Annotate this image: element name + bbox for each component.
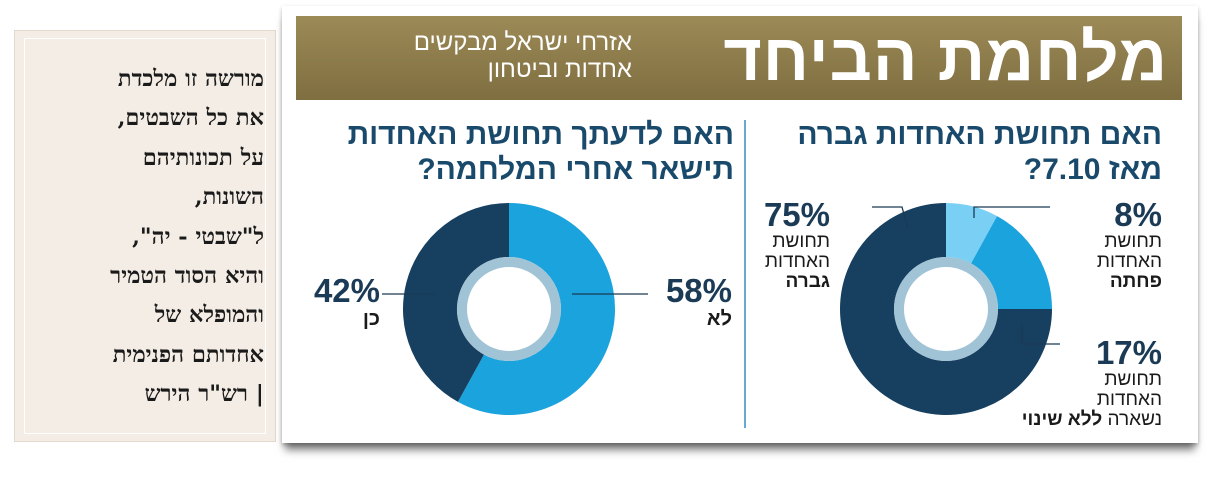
slice-desc-bold: ללא שינוי	[1021, 409, 1103, 430]
quote-line: את כל השבטים,	[117, 105, 264, 132]
slice-decreased	[944, 203, 998, 264]
slice-pct-decreased: 8%	[1114, 196, 1162, 233]
slice-pct-increased: 75%	[763, 196, 830, 233]
slice-desc-prefix: נשארה	[1102, 409, 1162, 430]
chart-1-title-line: מאז 7.10?	[1023, 153, 1162, 186]
slice-label-decreased: 8% תחושת האחדות פחתה	[1052, 198, 1162, 292]
infographic: מלחמת הביחד אזרחי ישראל מבקשים אחדות ובי…	[282, 6, 1198, 443]
slice-yes	[403, 203, 511, 402]
slice-pct-unchanged: 17%	[1095, 334, 1162, 371]
slice-unchanged	[970, 216, 1052, 311]
quote-line: מורשה זו מלכדת	[117, 66, 264, 92]
slice-desc-bold: גברה	[785, 271, 831, 292]
quote-text: מורשה זו מלכדת את כל השבטים, על תכונותיה…	[26, 60, 264, 415]
donut-chart-unity-change	[840, 203, 1052, 415]
slice-label-no: 58% לא	[642, 274, 732, 331]
slice-pct-no: 58%	[665, 272, 732, 309]
donut-charts	[382, 203, 1060, 415]
leader-unchanged	[1021, 324, 1060, 345]
slice-desc-increased: תחושת האחדות גברה	[720, 232, 830, 292]
slice-caption-yes: כן	[362, 308, 380, 330]
column-divider	[744, 120, 746, 428]
slice-caption-no: לא	[706, 308, 732, 330]
slice-desc-line: האחדות	[1096, 389, 1162, 410]
slice-label-yes: 42% כן	[290, 274, 380, 331]
leader-increased	[872, 206, 909, 230]
banner-title: מלחמת הביחד	[723, 20, 1168, 94]
donut-chart-unity-after-war	[403, 203, 615, 415]
quote-line: על תכונותיהם	[142, 144, 264, 171]
quote-line: השונות,	[194, 184, 264, 211]
slice-increased	[840, 203, 1052, 415]
slice-desc-unchanged: תחושת האחדות נשארה ללא שינוי	[962, 370, 1162, 430]
banner-subtitle-line: אזרחי ישראל מבקשים	[413, 29, 632, 56]
slice-label-unchanged: 17% תחושת האחדות נשארה ללא שינוי	[962, 336, 1162, 430]
leader-lines	[382, 206, 1060, 345]
quote-box: מורשה זו מלכדת את כל השבטים, על תכונותיה…	[14, 30, 276, 442]
quote-line: והיא הסוד הטמיר	[110, 263, 264, 290]
leader-decreased	[973, 206, 1050, 218]
banner-subtitle-line: אחדות וביטחון	[487, 56, 632, 83]
chart-1-title-line: האם תחושת האחדות גברה	[797, 118, 1162, 151]
slice-label-increased: 75% תחושת האחדות גברה	[720, 198, 830, 292]
donut-inner-ring	[457, 257, 561, 361]
slice-desc-decreased: תחושת האחדות פחתה	[1052, 232, 1162, 292]
donut-inner-ring	[894, 257, 998, 361]
chart-2-title: האם לדעתך תחושת האחדות תישאר אחרי המלחמה…	[294, 117, 734, 187]
slice-desc-line: תחושת	[1104, 231, 1162, 252]
quote-frame	[24, 38, 266, 434]
slice-desc-line: האחדות	[1096, 251, 1162, 272]
slice-pct-yes: 42%	[313, 272, 380, 309]
slice-no	[457, 203, 615, 415]
slice-desc-bold: פחתה	[1109, 271, 1162, 292]
chart-2-title-line: האם לדעתך תחושת האחדות	[347, 118, 734, 151]
banner-subtitle: אזרחי ישראל מבקשים אחדות וביטחון	[332, 29, 632, 83]
slice-desc-line: תחושת	[1104, 369, 1162, 390]
slice-desc-line: האחדות	[764, 251, 830, 272]
chart-1-title: האם תחושת האחדות גברה מאז 7.10?	[742, 117, 1162, 187]
quote-line: והמופלא של	[154, 302, 264, 329]
quote-line: ל"שבטי - יה",	[132, 223, 264, 250]
chart-2-title-line: תישאר אחרי המלחמה?	[417, 153, 734, 186]
quote-line: אחדותם הפנימית	[112, 341, 264, 368]
slice-desc-line: תחושת	[772, 231, 830, 252]
banner: מלחמת הביחד אזרחי ישראל מבקשים אחדות ובי…	[296, 16, 1182, 100]
quote-attribution: | רש"ר הירש	[144, 381, 264, 408]
